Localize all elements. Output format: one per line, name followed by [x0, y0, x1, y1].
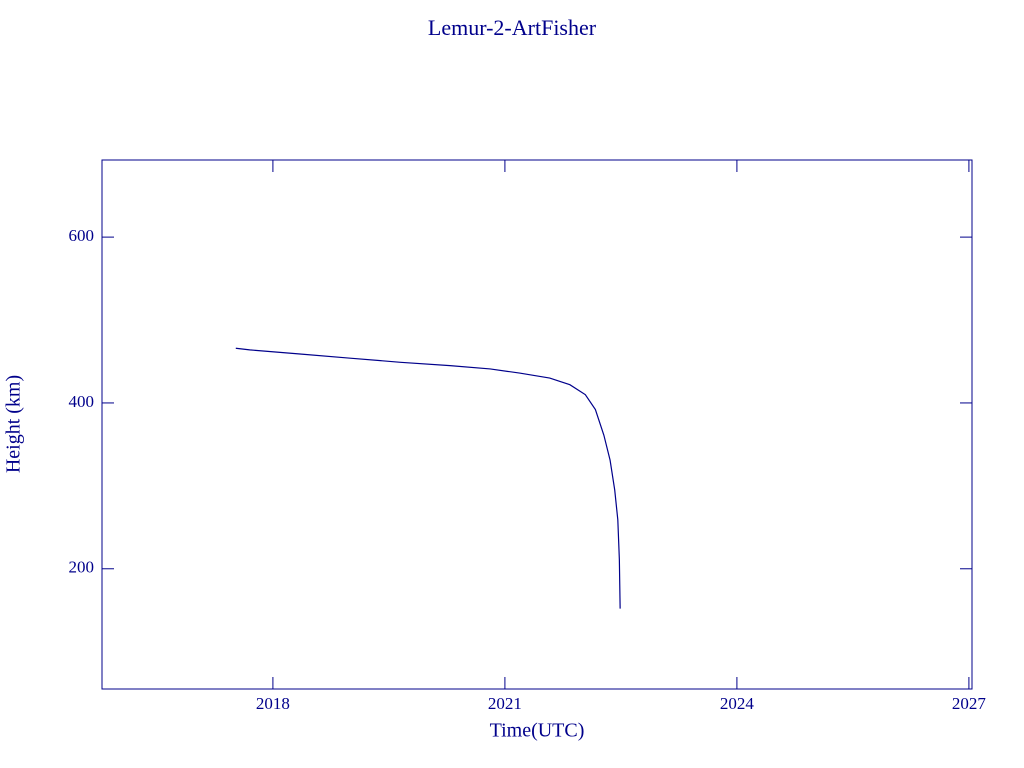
x-tick-label: 2027: [952, 694, 987, 713]
y-tick-label: 200: [69, 558, 95, 577]
y-axis-label: Height (km): [3, 375, 25, 473]
y-tick-label: 400: [69, 392, 95, 411]
x-tick-label: 2018: [256, 694, 290, 713]
data-line: [235, 347, 621, 609]
plot-frame: [101, 159, 973, 690]
x-tick-label: 2024: [720, 694, 755, 713]
x-tick-label: 2021: [488, 694, 522, 713]
y-tick-label: 600: [69, 226, 95, 245]
x-axis-label: Time(UTC): [490, 720, 585, 742]
chart-title: Lemur-2-ArtFisher: [428, 15, 597, 40]
